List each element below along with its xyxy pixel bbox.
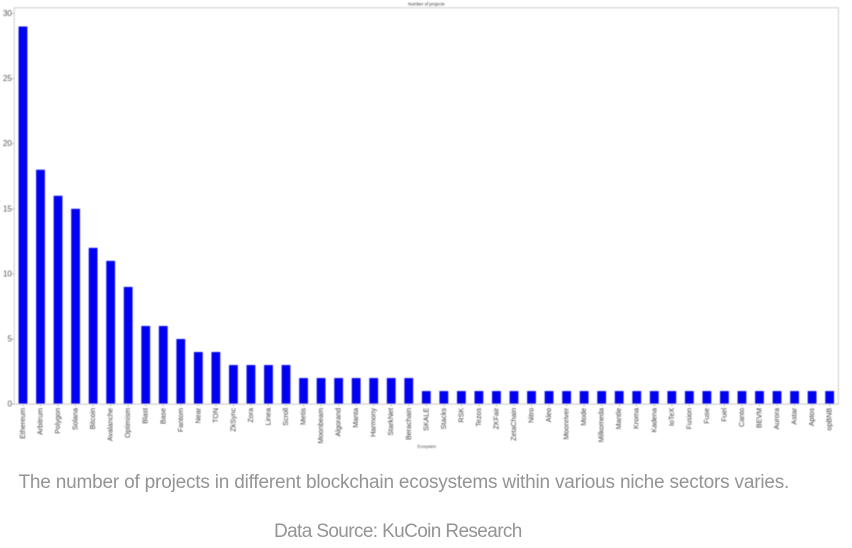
svg-text:Bitcoin: Bitcoin [89,408,97,429]
svg-text:Fusion: Fusion [685,408,693,429]
svg-text:Blast: Blast [142,408,150,424]
svg-text:Berachain: Berachain [405,408,413,440]
svg-text:Metis: Metis [300,407,308,424]
svg-text:Optimism: Optimism [124,408,132,438]
svg-text:0: 0 [7,400,12,409]
svg-text:Milkomeda: Milkomeda [598,408,606,443]
svg-text:Fuel: Fuel [720,408,728,422]
svg-text:opBNB: opBNB [826,408,834,431]
svg-text:Tezos: Tezos [475,407,483,426]
svg-text:Scroll: Scroll [282,407,290,425]
svg-text:BEVM: BEVM [755,408,763,428]
svg-text:Polygon: Polygon [54,408,62,434]
svg-text:Ecosystem: Ecosystem [418,444,437,449]
svg-text:Aptos: Aptos [808,407,816,426]
svg-text:15: 15 [3,204,12,213]
svg-text:Number of projects: Number of projects [0,190,2,237]
svg-text:10: 10 [3,269,12,278]
svg-text:Algorand: Algorand [335,408,343,437]
svg-text:Solana: Solana [72,408,80,430]
svg-text:Fantom: Fantom [177,408,185,432]
svg-text:Kroma: Kroma [633,408,641,429]
svg-text:TON: TON [212,408,220,423]
svg-text:Fuse: Fuse [703,408,711,424]
svg-text:ZKFair: ZKFair [492,407,500,429]
svg-text:Number of projects: Number of projects [408,2,445,8]
svg-text:Stacks: Stacks [440,407,448,429]
svg-text:Base: Base [159,408,167,424]
svg-text:Harmony: Harmony [370,407,378,436]
svg-text:SKALE: SKALE [422,408,430,431]
svg-text:Kadena: Kadena [650,408,658,433]
svg-text:Mantle: Mantle [615,408,623,429]
svg-text:Astar: Astar [791,407,799,424]
svg-text:Near: Near [194,407,202,423]
svg-text:Aleo: Aleo [545,408,553,422]
svg-text:StarkNet: StarkNet [387,408,395,436]
svg-text:Ethereum: Ethereum [19,408,27,439]
svg-text:Linea: Linea [264,408,272,426]
svg-text:Arbitrum: Arbitrum [37,408,45,435]
svg-text:Zora: Zora [247,408,255,423]
svg-text:ZkSync: ZkSync [229,407,237,431]
svg-text:Mode: Mode [580,408,588,426]
svg-text:Moonbeam: Moonbeam [317,408,325,444]
svg-text:Manta: Manta [352,408,360,428]
svg-text:RSK: RSK [457,408,465,423]
svg-text:Moonriver: Moonriver [563,407,571,439]
svg-text:IoTeX: IoTeX [668,408,676,426]
svg-text:20: 20 [3,139,12,148]
svg-text:30: 30 [3,9,12,18]
svg-text:Avalanche: Avalanche [107,408,115,441]
svg-text:Canto: Canto [738,408,746,427]
svg-text:Aurora: Aurora [773,408,781,429]
svg-text:5: 5 [7,335,12,344]
svg-text:Nitro: Nitro [528,408,536,423]
svg-text:25: 25 [3,74,12,83]
svg-text:ZetaChain: ZetaChain [510,408,518,441]
